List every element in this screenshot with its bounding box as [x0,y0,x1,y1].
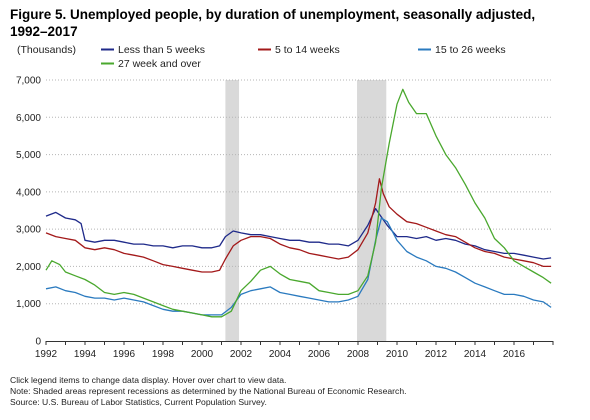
gridlines [46,79,553,305]
legend-item-3[interactable]: 15 to 26 weeks [418,44,506,56]
x-tick-label: 2014 [464,349,487,360]
x-tick-label: 2012 [425,349,448,360]
recession-shading [225,80,387,341]
series-line-4[interactable] [45,88,552,318]
y-tick-label: 7,000 [16,76,41,87]
legend[interactable]: Less than 5 weeks 5 to 14 weeks 15 to 26 w… [101,44,506,70]
series-line-1[interactable] [45,207,552,260]
recession-band-2 [357,80,387,341]
y-tick-label: 2,000 [16,262,41,273]
chart-title: Figure 5. Unemployed people, by duration… [10,7,536,39]
y-tick-label: 6,000 [16,113,41,124]
legend-label: 27 week and over [118,58,201,70]
series-line-3[interactable] [45,217,552,316]
y-tick-label: 5,000 [16,150,41,161]
legend-label: 15 to 26 weeks [435,44,506,56]
series-lines[interactable] [45,88,552,318]
recession-band-1 [225,80,240,341]
x-tick-label: 1992 [35,349,58,360]
x-tick-label: 2010 [386,349,409,360]
x-tick-label: 1996 [113,349,136,360]
instruction-note: Click legend items to change data displa… [10,375,287,385]
legend-item-1[interactable]: Less than 5 weeks [101,44,205,56]
legend-item-4[interactable]: 27 week and over [101,58,201,70]
source-note: Source: U.S. Bureau of Labor Statistics,… [10,397,267,408]
x-tick-label: 2004 [269,349,292,360]
legend-item-2[interactable]: 5 to 14 weeks [258,44,340,56]
axes: 0 1,000 2,000 3,000 4,000 5,000 6,000 7,000 1992… [16,76,554,360]
x-tick-label: 2008 [347,349,370,360]
series-line-2[interactable] [45,178,552,273]
recession-note: Note: Shaded areas represent recessions … [10,386,407,397]
x-tick-label: 2002 [230,349,253,360]
y-tick-label: 1,000 [16,299,41,310]
x-tick-label: 1998 [152,349,175,360]
x-tick-label: 1994 [74,349,97,360]
chart-notes: Click legend items to change data displa… [10,375,585,409]
y-axis-unit-label: (Thousands) [17,44,76,56]
y-tick-label: 0 [35,337,41,348]
x-tick-label: 2000 [191,349,214,360]
x-tick-label: 2016 [503,349,526,360]
y-tick-label: 3,000 [16,225,41,236]
x-tick-label: 2006 [308,349,331,360]
y-tick-label: 4,000 [16,187,41,198]
legend-label: 5 to 14 weeks [275,44,340,56]
legend-label: Less than 5 weeks [118,44,205,56]
